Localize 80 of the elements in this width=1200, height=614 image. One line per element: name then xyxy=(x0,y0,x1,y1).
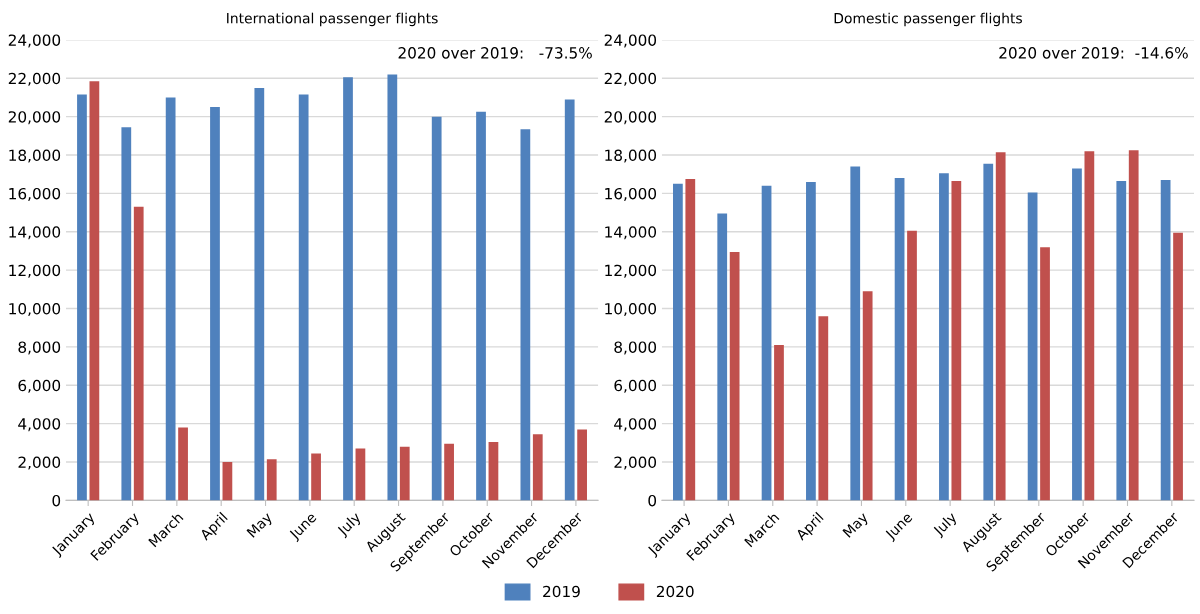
bar xyxy=(1040,247,1050,501)
chart-title: International passenger flights xyxy=(227,12,438,27)
y-tick-label: 4,000 xyxy=(18,418,61,432)
bar xyxy=(1116,180,1127,501)
bar xyxy=(1084,151,1095,501)
y-tick-label: 24,000 xyxy=(8,34,61,48)
bar xyxy=(165,97,176,501)
bar xyxy=(1128,150,1139,501)
y-tick-label: 16,000 xyxy=(605,187,657,201)
bar xyxy=(983,163,994,501)
y-tick-label: 10,000 xyxy=(9,303,61,317)
bar xyxy=(1027,192,1038,501)
bar xyxy=(343,77,353,501)
bar xyxy=(729,251,740,501)
bar xyxy=(907,230,917,501)
bar xyxy=(254,87,265,501)
bar xyxy=(577,429,587,501)
y-tick-label: 8,000 xyxy=(18,341,61,355)
bar xyxy=(210,107,220,501)
bar xyxy=(818,316,829,501)
bar xyxy=(995,152,1006,501)
bar xyxy=(266,459,277,501)
bar xyxy=(951,180,962,501)
bar xyxy=(850,166,861,501)
bar xyxy=(1173,232,1183,501)
bar xyxy=(532,434,543,501)
y-tick-label: 8,000 xyxy=(614,341,657,355)
bar xyxy=(520,129,531,501)
bar xyxy=(89,81,100,501)
y-tick-label: 14,000 xyxy=(605,226,657,240)
bar xyxy=(564,99,575,501)
bar xyxy=(761,185,772,501)
bar xyxy=(222,462,233,501)
bar xyxy=(133,206,144,501)
bar xyxy=(774,344,784,501)
y-tick-label: 2,000 xyxy=(614,456,657,470)
y-tick-label: 20,000 xyxy=(604,111,657,125)
bar xyxy=(355,448,366,501)
bar xyxy=(685,179,696,501)
bar xyxy=(862,291,873,501)
y-tick-label: 18,000 xyxy=(605,149,657,163)
bar xyxy=(298,94,309,501)
bar xyxy=(311,453,321,501)
y-tick-label: 20,000 xyxy=(8,111,61,125)
bar xyxy=(399,446,410,501)
bar xyxy=(476,111,486,501)
bar xyxy=(717,213,728,501)
y-tick-label: 10,000 xyxy=(605,303,657,317)
bar xyxy=(488,441,499,501)
y-tick-label: 6,000 xyxy=(18,379,61,393)
annotation: 2020 over 2019: -73.5% xyxy=(398,47,592,59)
y-tick-label: 6,000 xyxy=(614,379,657,393)
bar xyxy=(1160,179,1171,501)
bar xyxy=(431,116,442,501)
y-tick-label: 0 xyxy=(52,494,61,507)
y-tick-label: 12,000 xyxy=(9,264,61,278)
legend-label: 2019 xyxy=(543,585,580,598)
annotation: 2020 over 2019: -14.6% xyxy=(999,47,1188,59)
bar xyxy=(939,173,949,501)
y-tick-label: 12,000 xyxy=(605,264,657,278)
bar xyxy=(894,178,905,501)
y-tick-label: 24,000 xyxy=(604,34,657,48)
y-tick-label: 22,000 xyxy=(8,72,61,86)
bar xyxy=(77,94,87,501)
y-tick-label: 16,000 xyxy=(9,187,61,201)
y-tick-label: 2,000 xyxy=(18,456,61,470)
bar xyxy=(178,427,188,501)
y-tick-label: 18,000 xyxy=(9,149,61,163)
bar xyxy=(121,127,132,501)
bar xyxy=(1072,168,1082,501)
y-tick-label: 0 xyxy=(648,494,657,507)
y-tick-label: 22,000 xyxy=(604,72,657,86)
bar xyxy=(673,183,683,501)
bar xyxy=(806,181,816,501)
y-tick-label: 4,000 xyxy=(614,418,657,432)
legend-label: 2020 xyxy=(656,585,694,598)
chart-title: Domestic passenger flights xyxy=(834,12,1022,27)
bar xyxy=(387,74,398,501)
y-tick-label: 14,000 xyxy=(9,226,61,240)
bar xyxy=(444,443,454,501)
